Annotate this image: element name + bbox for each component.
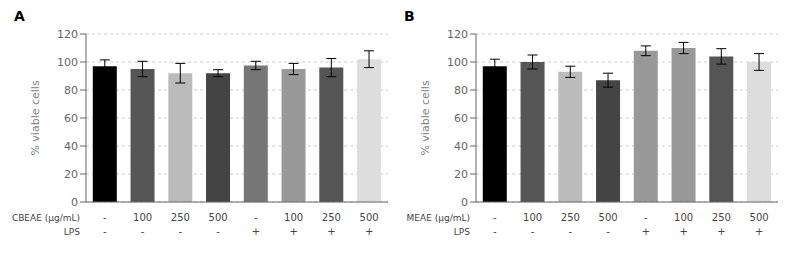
svg-text:-: - [141, 226, 145, 237]
svg-text:+: + [365, 226, 373, 237]
html-text:B: B [404, 8, 415, 24]
svg-text:500: 500 [360, 212, 379, 223]
svg-text:MEAE (μg/mL): MEAE (μg/mL) [407, 213, 470, 223]
html-text:A: A [14, 8, 25, 24]
svg-text:80: 80 [64, 84, 78, 97]
svg-text:-: - [531, 226, 535, 237]
svg-text:LPS: LPS [64, 227, 80, 237]
svg-text:-: - [493, 226, 497, 237]
svg-text:CBEAE (μg/mL): CBEAE (μg/mL) [12, 213, 80, 223]
svg-text:500: 500 [599, 212, 618, 223]
svg-text:+: + [755, 226, 763, 237]
svg-text:120: 120 [57, 28, 78, 41]
svg-text:40: 40 [454, 140, 468, 153]
svg-text:100: 100 [447, 56, 468, 69]
svg-text:-: - [569, 226, 573, 237]
svg-text:-: - [644, 212, 648, 223]
svg-text:100: 100 [133, 212, 152, 223]
svg-text:-: - [103, 226, 107, 237]
svg-text:60: 60 [454, 112, 468, 125]
svg-text:-: - [103, 212, 107, 223]
svg-text:250: 250 [712, 212, 731, 223]
svg-text:% viable cells: % viable cells [29, 80, 42, 155]
svg-text:250: 250 [561, 212, 580, 223]
svg-text:100: 100 [523, 212, 542, 223]
svg-text:+: + [679, 226, 687, 237]
svg-text:20: 20 [454, 168, 468, 181]
svg-text:60: 60 [64, 112, 78, 125]
svg-text:-: - [216, 226, 220, 237]
svg-text:0: 0 [71, 196, 78, 209]
svg-text:100: 100 [674, 212, 693, 223]
svg-text:% viable cells: % viable cells [419, 80, 432, 155]
svg-text:250: 250 [322, 212, 341, 223]
svg-text:+: + [327, 226, 335, 237]
svg-text:-: - [254, 212, 258, 223]
svg-text:+: + [717, 226, 725, 237]
svg-text:+: + [642, 226, 650, 237]
svg-text:LPS: LPS [454, 227, 470, 237]
svg-text:100: 100 [284, 212, 303, 223]
svg-text:0: 0 [461, 196, 468, 209]
svg-text:100: 100 [57, 56, 78, 69]
svg-text:250: 250 [171, 212, 190, 223]
svg-text:-: - [493, 212, 497, 223]
svg-text:80: 80 [454, 84, 468, 97]
svg-text:40: 40 [64, 140, 78, 153]
svg-text:-: - [179, 226, 183, 237]
svg-text:+: + [289, 226, 297, 237]
svg-text:+: + [252, 226, 260, 237]
svg-text:500: 500 [750, 212, 769, 223]
svg-text:-: - [606, 226, 610, 237]
svg-text:500: 500 [209, 212, 228, 223]
svg-text:20: 20 [64, 168, 78, 181]
svg-text:120: 120 [447, 28, 468, 41]
